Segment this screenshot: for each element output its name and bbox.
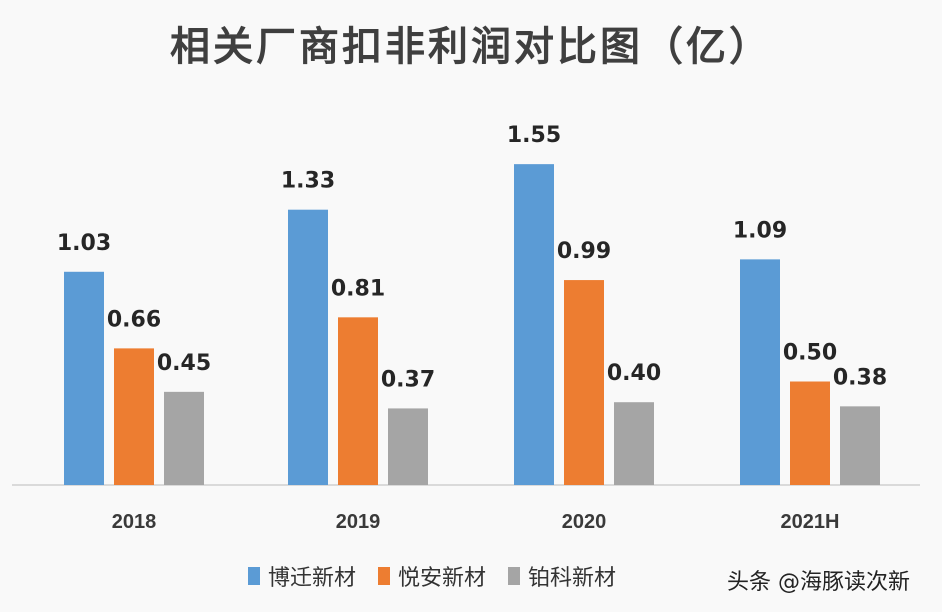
- data-label: 0.50: [783, 341, 837, 366]
- bar-2021H-1: [790, 381, 830, 485]
- bar-2020-0: [514, 164, 554, 485]
- data-label: 1.55: [507, 123, 561, 148]
- watermark: 头条 @海豚读次新: [727, 570, 910, 595]
- legend-label: 悦安新材: [398, 566, 487, 591]
- legend-label: 博迁新材: [268, 566, 357, 591]
- legend-swatch: [248, 567, 260, 585]
- bar-2019-1: [338, 317, 378, 485]
- bar-2020-2: [614, 402, 654, 485]
- legend-item-boke: 铂科新材: [508, 560, 616, 592]
- data-label: 0.99: [557, 239, 611, 264]
- bar-2021H-0: [740, 259, 780, 485]
- x-tick-label: 2020: [562, 511, 607, 533]
- bar-2019-2: [388, 408, 428, 485]
- bar-2020-1: [564, 280, 604, 485]
- legend-swatch: [378, 567, 391, 585]
- data-label: 0.40: [607, 361, 661, 386]
- data-label: 0.45: [157, 351, 211, 376]
- data-label: 1.09: [733, 218, 787, 243]
- bar-2018-2: [164, 391, 204, 485]
- data-label: 0.38: [833, 365, 887, 390]
- legend-item-boqian: 博迁新材: [248, 560, 356, 592]
- legend: 博迁新材 悦安新材 铂科新材: [248, 560, 638, 592]
- legend-item-yuean: 悦安新材: [378, 560, 486, 592]
- data-label: 0.66: [107, 307, 161, 332]
- data-label: 0.81: [331, 276, 385, 301]
- legend-swatch: [508, 567, 521, 585]
- data-label: 1.03: [57, 231, 111, 256]
- bar-2018-0: [64, 271, 104, 485]
- data-label: 1.33: [281, 169, 335, 194]
- data-label: 0.37: [381, 367, 435, 392]
- bar-2018-1: [114, 348, 154, 485]
- chart-title: 相关厂商扣非利润对比图（亿）: [170, 23, 772, 70]
- x-tick-label: 2018: [112, 511, 157, 533]
- bar-2021H-2: [840, 406, 880, 485]
- x-tick-label: 2019: [336, 511, 381, 533]
- x-tick-label: 2021H: [781, 511, 840, 533]
- bar-2019-0: [288, 209, 328, 485]
- legend-label: 铂科新材: [528, 566, 617, 591]
